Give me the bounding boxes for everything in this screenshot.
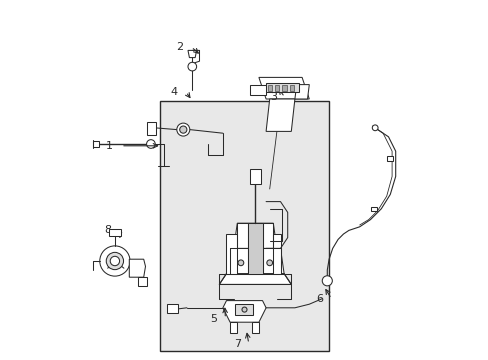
Circle shape [100, 246, 130, 276]
Circle shape [266, 260, 272, 266]
Bar [275, 85, 279, 91]
Circle shape [179, 126, 186, 133]
Polygon shape [294, 85, 309, 99]
Bar [386, 156, 392, 161]
Polygon shape [265, 99, 294, 131]
Polygon shape [219, 274, 291, 284]
Circle shape [110, 256, 120, 266]
Polygon shape [93, 141, 99, 147]
Polygon shape [273, 234, 280, 274]
Bar [249, 169, 260, 184]
Polygon shape [235, 304, 253, 315]
Bar [370, 207, 376, 211]
Text: 7: 7 [233, 339, 241, 349]
Bar [265, 83, 298, 92]
Circle shape [187, 62, 196, 71]
Polygon shape [230, 322, 237, 333]
Text: 4: 4 [170, 87, 178, 97]
Bar [160, 101, 328, 351]
Text: 6: 6 [316, 294, 323, 304]
Circle shape [106, 252, 123, 270]
Text: 8: 8 [104, 225, 111, 235]
Text: 3: 3 [269, 92, 276, 102]
Polygon shape [147, 122, 156, 135]
Circle shape [322, 276, 332, 286]
Polygon shape [226, 234, 237, 274]
Bar [282, 85, 286, 91]
Polygon shape [187, 50, 196, 58]
Polygon shape [233, 223, 276, 248]
Polygon shape [251, 322, 258, 333]
Bar [289, 85, 293, 91]
Polygon shape [247, 223, 262, 274]
Text: 1: 1 [106, 141, 113, 151]
Polygon shape [108, 229, 121, 236]
Circle shape [238, 260, 244, 266]
Polygon shape [249, 85, 265, 95]
Polygon shape [167, 304, 178, 313]
Circle shape [371, 125, 377, 131]
Polygon shape [258, 77, 309, 99]
Circle shape [177, 123, 189, 136]
Polygon shape [223, 301, 265, 322]
Text: 2: 2 [176, 42, 183, 52]
Polygon shape [138, 277, 147, 286]
Polygon shape [226, 248, 284, 274]
Polygon shape [129, 259, 145, 277]
Bar [267, 85, 272, 91]
Circle shape [242, 307, 246, 312]
Circle shape [146, 140, 155, 148]
Text: 5: 5 [210, 314, 217, 324]
